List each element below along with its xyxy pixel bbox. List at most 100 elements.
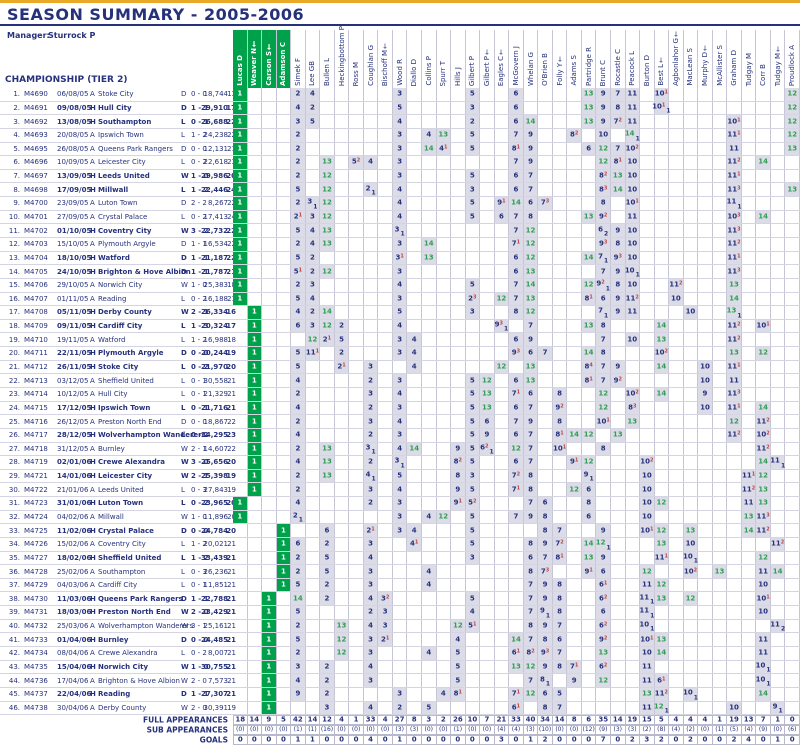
match-date: 11/02/06 — [57, 526, 92, 535]
match-number: 14. — [8, 267, 20, 276]
empty-cell — [582, 224, 597, 237]
empty-cell — [407, 647, 422, 660]
appearance-cell: 1 — [233, 156, 248, 169]
appearance-cell: 6 — [523, 387, 539, 401]
empty-cell — [495, 101, 510, 115]
empty-cell — [669, 265, 684, 278]
empty-cell — [553, 456, 568, 469]
match-id: M4724 — [24, 512, 48, 521]
empty-cell — [611, 456, 626, 469]
league-position: 21 — [226, 594, 236, 603]
appearance-cell: 3 — [392, 88, 408, 101]
empty-cell — [364, 128, 379, 142]
empty-cell — [727, 88, 742, 101]
empty-cell — [451, 592, 466, 606]
totals-cell: (12) — [581, 725, 597, 736]
empty-cell — [422, 265, 437, 278]
empty-cell — [626, 524, 641, 537]
empty-cell — [364, 237, 379, 251]
empty-cell — [364, 115, 379, 128]
match-row: 24. M4715 17/12/05 H Ipswich Town L 0 - 1 21,71… — [0, 401, 800, 416]
empty-cell — [378, 415, 393, 428]
appearance-cell: 6 — [509, 456, 524, 469]
empty-cell — [349, 306, 364, 319]
appearance-cell: 9 — [596, 88, 611, 101]
empty-cell — [509, 537, 524, 551]
player-column-header: Heckingbottom P — [335, 26, 350, 88]
totals-cell: 2 — [727, 735, 742, 745]
empty-cell — [422, 469, 437, 483]
empty-cell — [742, 401, 757, 415]
match-score: 1 - 1 — [191, 690, 209, 699]
empty-cell — [785, 551, 800, 565]
empty-cell — [669, 415, 684, 428]
empty-cell — [567, 592, 582, 606]
appearance-cell: 3 — [363, 537, 379, 551]
appearance-cell: 21 — [378, 633, 393, 647]
empty-cell — [262, 401, 277, 415]
match-score: 2 - 2 — [191, 199, 207, 208]
appearance-cell: 5 — [552, 687, 568, 701]
appearance-cell: 3 — [392, 237, 408, 251]
match-score: 0 - 0 — [191, 144, 207, 153]
match-number: 21. — [8, 363, 20, 371]
match-venue: H — [90, 458, 96, 467]
appearance-cell: 6 — [596, 565, 611, 578]
empty-cell — [509, 551, 524, 565]
match-date: 21/01/06 — [57, 485, 89, 494]
empty-cell — [582, 619, 597, 633]
empty-cell — [335, 551, 350, 565]
empty-cell — [349, 401, 364, 415]
match-score: 2 - 1 — [191, 308, 209, 317]
match-row: 30. M4722 21/01/06 A Leeds United L 0 - 3 27,84… — [0, 483, 800, 498]
match-venue: A — [90, 540, 95, 549]
empty-cell — [684, 128, 699, 142]
match-opponent: Cardiff City — [98, 322, 143, 331]
empty-cell — [407, 510, 422, 524]
empty-cell — [742, 387, 757, 401]
empty-cell — [233, 606, 248, 619]
appearance-cell: 2 — [291, 483, 306, 497]
appearance-cell: 4 — [291, 674, 306, 687]
totals-cell: 0 — [407, 735, 422, 745]
appearance-cell: 1 — [247, 442, 263, 456]
empty-cell — [785, 415, 800, 428]
match-date: 30/04/06 — [57, 703, 89, 712]
empty-cell — [277, 483, 292, 497]
totals-cell: 35 — [596, 715, 611, 726]
appearance-cell: 8 — [523, 565, 539, 578]
empty-cell — [684, 701, 699, 715]
totals-cell: 14 — [610, 715, 626, 726]
empty-cell — [422, 537, 437, 551]
match-venue: H — [90, 472, 96, 481]
empty-cell — [669, 387, 684, 401]
totals-cell: (0) — [233, 725, 248, 736]
match-venue: A — [90, 158, 95, 167]
empty-cell — [451, 565, 466, 578]
empty-cell — [335, 292, 350, 306]
league-position: 21 — [226, 608, 236, 617]
empty-cell — [698, 197, 713, 210]
match-attendance: 29,986 — [200, 172, 228, 181]
appearance-cell: 6 — [494, 210, 510, 224]
empty-cell — [742, 537, 757, 551]
appearance-cell: 5 — [465, 128, 481, 142]
empty-cell — [611, 619, 626, 633]
appearance-cell: 10 — [596, 128, 611, 142]
empty-cell — [553, 333, 568, 347]
appearance-cell: 13 — [683, 524, 699, 537]
totals-cell: (0) — [262, 725, 277, 736]
empty-cell — [655, 156, 670, 169]
appearance-cell: 1 — [247, 415, 263, 428]
totals-cell: 1 — [770, 715, 786, 726]
appearance-cell: 2 — [291, 156, 306, 169]
match-attendance: 25,656 — [200, 458, 228, 467]
match-attendance: 7,573 — [207, 676, 228, 685]
empty-cell — [320, 360, 335, 374]
empty-cell — [393, 660, 408, 674]
totals-cell: 0 — [436, 735, 452, 745]
empty-cell — [320, 115, 335, 128]
appearance-cell: 1 — [233, 251, 248, 265]
empty-cell — [349, 128, 364, 142]
totals-cell: 4 — [363, 735, 379, 745]
